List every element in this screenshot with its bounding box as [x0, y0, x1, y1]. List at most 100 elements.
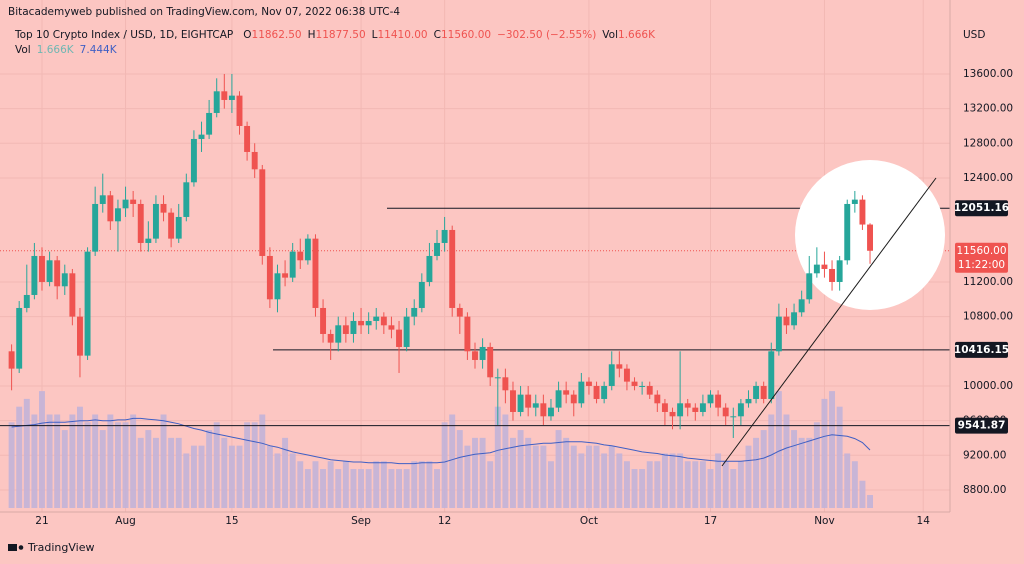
- candle-body: [464, 316, 471, 352]
- candle-body: [745, 398, 752, 404]
- volume-bar: [221, 437, 228, 508]
- volume-bar: [570, 445, 577, 508]
- volume-bar: [684, 461, 691, 508]
- volume-bar: [183, 453, 190, 508]
- x-tick-label: 17: [704, 515, 717, 527]
- volume-bar: [699, 461, 706, 508]
- candle-body: [601, 385, 608, 399]
- candle-body: [61, 273, 68, 287]
- volume-bar: [206, 430, 213, 508]
- y-tick-label: 8800.00: [963, 484, 1006, 496]
- trend-line: [721, 177, 937, 467]
- candle-body: [320, 307, 327, 334]
- volume-bar: [821, 398, 828, 508]
- candle-body: [426, 255, 433, 282]
- candle-body: [16, 307, 23, 369]
- candle-body: [160, 203, 167, 213]
- candle-body: [190, 138, 197, 183]
- candle-body: [418, 281, 425, 308]
- volume-bar: [646, 461, 653, 508]
- candle-body: [228, 95, 235, 100]
- y-tick-label: 9200.00: [963, 449, 1006, 461]
- candle-body: [631, 381, 638, 386]
- volume-bar: [654, 461, 661, 508]
- candle-body: [517, 394, 524, 412]
- candle-body: [373, 316, 380, 321]
- symbol: Top 10 Crypto Index / USD, 1D, EIGHTCAP: [14, 29, 233, 41]
- volume-bar: [737, 461, 744, 508]
- volume-bar: [130, 414, 137, 508]
- volume-bar: [791, 430, 798, 508]
- volume-bar: [692, 461, 699, 508]
- volume-bar: [31, 414, 38, 508]
- volume-bar: [677, 453, 684, 508]
- x-tick-label: Sep: [351, 515, 371, 527]
- volume-bar: [327, 461, 334, 508]
- volume-bar: [836, 406, 843, 508]
- candle-body: [677, 403, 684, 417]
- volume-bar: [152, 437, 159, 508]
- candle-body: [388, 325, 395, 330]
- candle-body: [358, 320, 365, 326]
- y-tick-label: 13200.00: [963, 103, 1013, 115]
- volume-bar: [434, 469, 440, 508]
- candle-body: [570, 394, 577, 404]
- volume-bar: [244, 422, 251, 508]
- last-price-label: 11560.00: [956, 245, 1006, 257]
- volume-bar: [494, 406, 501, 508]
- candles: [8, 73, 873, 438]
- candle-body: [46, 260, 53, 282]
- candle-body: [145, 238, 152, 243]
- candle-body: [692, 407, 699, 412]
- volume-bar: [175, 437, 182, 508]
- candle-body: [107, 195, 114, 222]
- currency: USD: [963, 29, 985, 41]
- volume-bar: [623, 461, 630, 508]
- candle-body: [608, 364, 615, 386]
- candle-body: [206, 112, 213, 135]
- volume-bar: [198, 445, 205, 508]
- volume-bar: [540, 445, 547, 508]
- volume-bar: [16, 406, 23, 508]
- y-tick-label: 12400.00: [963, 172, 1013, 184]
- axes: 8800.009200.009600.0010000.0010800.00112…: [35, 68, 1013, 527]
- candle-body: [54, 260, 61, 287]
- logo-mark: [8, 544, 17, 551]
- volume-bar: [669, 453, 676, 508]
- volume-bar: [114, 422, 121, 508]
- volume-bar: [745, 445, 752, 508]
- volume-bar: [487, 461, 494, 508]
- candle-body: [532, 403, 539, 408]
- candle-body: [137, 203, 144, 243]
- candle-body: [813, 264, 820, 274]
- x-tick-label: 12: [438, 515, 451, 527]
- candle-body: [844, 203, 851, 261]
- candle-body: [783, 316, 790, 326]
- volume-bar: [631, 469, 638, 508]
- candle-body: [654, 394, 661, 404]
- volume-bar: [373, 461, 380, 508]
- x-tick-label: Oct: [580, 515, 598, 527]
- candle-body: [487, 346, 494, 378]
- volume-bar: [593, 445, 600, 508]
- volume-bar: [358, 469, 365, 508]
- candle-body: [77, 316, 83, 356]
- candle-body: [175, 216, 182, 239]
- volume-bar: [798, 437, 805, 508]
- volume-bar: [282, 437, 289, 508]
- vol-value: 1.666K: [37, 44, 75, 56]
- volume-bar: [851, 461, 858, 508]
- candle-body: [707, 394, 714, 404]
- ohlc-value: 11877.50: [316, 29, 366, 41]
- volume-bar: [99, 430, 106, 508]
- volume-bar: [274, 453, 281, 508]
- last-price-tag: [955, 242, 1008, 273]
- candle-body: [851, 199, 858, 204]
- volume-bar: [859, 480, 866, 508]
- volume-bar: [304, 469, 311, 508]
- candle-body: [798, 299, 805, 313]
- volume-bar: [190, 445, 197, 508]
- candle-body: [282, 273, 289, 278]
- volume-bar: [806, 437, 813, 508]
- candle-body: [411, 307, 418, 317]
